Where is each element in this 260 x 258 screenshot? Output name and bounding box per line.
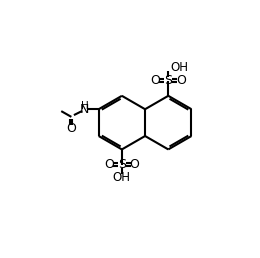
Text: N: N: [80, 103, 89, 116]
Text: S: S: [118, 158, 126, 171]
Text: O: O: [104, 158, 114, 171]
Text: S: S: [164, 74, 172, 87]
Text: O: O: [176, 74, 186, 87]
Text: OH: OH: [113, 171, 131, 184]
Text: OH: OH: [170, 61, 188, 74]
Text: H: H: [81, 101, 88, 111]
Text: O: O: [66, 122, 76, 135]
Text: O: O: [130, 158, 140, 171]
Text: O: O: [151, 74, 160, 87]
